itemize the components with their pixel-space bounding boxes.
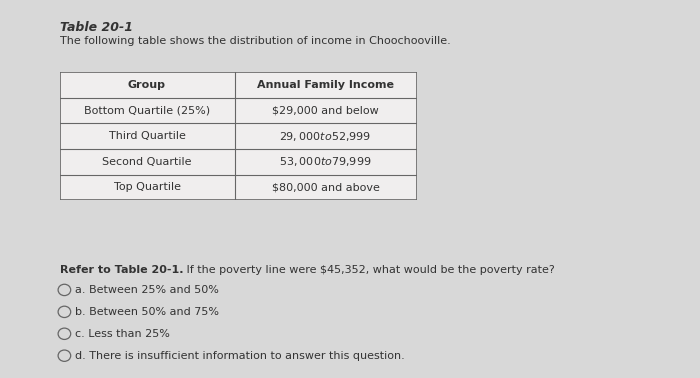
Text: $80,000 and above: $80,000 and above bbox=[272, 183, 379, 192]
Text: Refer to Table 20-1.: Refer to Table 20-1. bbox=[60, 265, 183, 274]
Text: d. There is insufficient information to answer this question.: d. There is insufficient information to … bbox=[75, 351, 405, 361]
Text: Annual Family Income: Annual Family Income bbox=[257, 80, 394, 90]
Text: b. Between 50% and 75%: b. Between 50% and 75% bbox=[75, 307, 219, 317]
Text: $53,000 to $79,999: $53,000 to $79,999 bbox=[279, 155, 372, 168]
Text: Bottom Quartile (25%): Bottom Quartile (25%) bbox=[84, 105, 210, 115]
Text: a. Between 25% and 50%: a. Between 25% and 50% bbox=[75, 285, 219, 295]
Text: $29,000 and below: $29,000 and below bbox=[272, 105, 379, 115]
Text: The following table shows the distribution of income in Choochooville.: The following table shows the distributi… bbox=[60, 36, 450, 46]
Text: Second Quartile: Second Quartile bbox=[102, 157, 192, 167]
Text: Table 20-1: Table 20-1 bbox=[60, 21, 132, 34]
Text: Group: Group bbox=[128, 80, 166, 90]
Text: If the poverty line were $45,352, what would be the poverty rate?: If the poverty line were $45,352, what w… bbox=[183, 265, 554, 274]
Text: c. Less than 25%: c. Less than 25% bbox=[75, 329, 170, 339]
Text: Third Quartile: Third Quartile bbox=[108, 131, 186, 141]
Text: $29,000 to $52,999: $29,000 to $52,999 bbox=[279, 130, 372, 143]
Text: Top Quartile: Top Quartile bbox=[113, 183, 181, 192]
